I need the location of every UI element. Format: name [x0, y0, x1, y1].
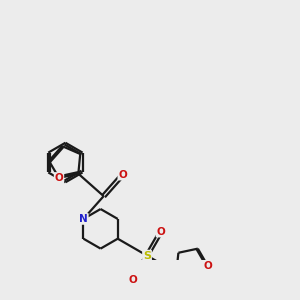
Text: O: O: [129, 275, 137, 285]
Text: N: N: [79, 214, 88, 224]
Text: O: O: [118, 169, 127, 180]
Text: O: O: [157, 226, 165, 237]
Text: O: O: [203, 261, 212, 271]
Text: O: O: [55, 173, 63, 183]
Text: S: S: [143, 250, 151, 261]
